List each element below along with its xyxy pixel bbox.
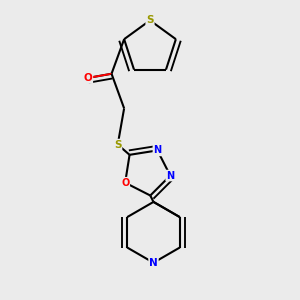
Text: S: S: [114, 140, 122, 150]
Text: N: N: [149, 258, 158, 268]
Text: O: O: [83, 73, 92, 83]
Text: S: S: [146, 15, 154, 26]
Text: O: O: [121, 178, 129, 188]
Text: N: N: [153, 146, 161, 155]
Text: N: N: [166, 171, 174, 181]
